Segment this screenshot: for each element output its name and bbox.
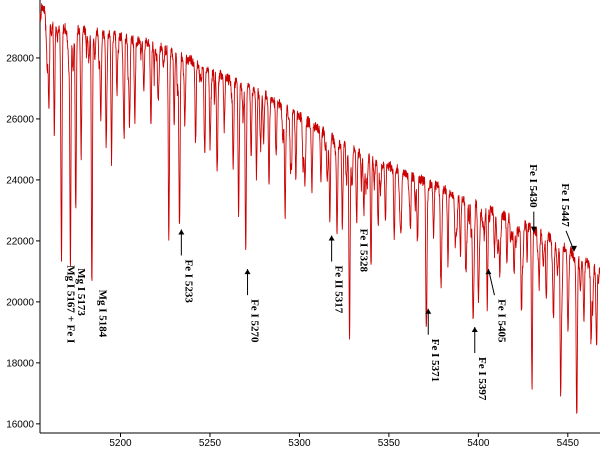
- annotation: Fe I 5233: [178, 229, 194, 303]
- arrowhead: [328, 235, 335, 241]
- annotation-label: Fe I 5397: [476, 357, 488, 401]
- x-ticks: 5200 5250 5300 5350 5400 5450: [109, 433, 579, 449]
- annotation-label: Fe II 5317: [333, 266, 345, 314]
- y-ticks: 16000 18000 20000 22000 24000 26000 28000: [6, 53, 40, 430]
- annotation-label: Fe I 5405: [495, 299, 507, 343]
- annotation-label: Fe I 5328: [358, 229, 370, 273]
- y-tick-label: 18000: [6, 358, 34, 369]
- y-tick-label: 16000: [6, 419, 34, 430]
- x-tick-label: 5300: [288, 438, 311, 449]
- annotation: Mg I 5167 + Fe I: [64, 265, 76, 343]
- y-tick-label: 26000: [6, 114, 34, 125]
- arrowhead: [571, 245, 578, 252]
- arrowhead: [178, 229, 185, 235]
- x-tick-label: 5400: [467, 438, 490, 449]
- y-tick-label: 22000: [6, 236, 34, 247]
- annotation: Mg I 5173: [75, 268, 87, 316]
- annotation-label: Fe I 5233: [182, 259, 194, 303]
- annotation-label: Fe I 5270: [249, 299, 261, 343]
- x-tick-label: 5450: [557, 438, 580, 449]
- annotation: Fe I 5371: [425, 308, 441, 382]
- annotation: Fe I 5270: [244, 269, 261, 343]
- arrowhead: [530, 226, 537, 233]
- annotation: Fe II 5317: [328, 235, 345, 314]
- annotation-label: Mg I 5173: [75, 268, 87, 316]
- y-tick-label: 28000: [6, 53, 34, 64]
- annotation: Fe I 5405: [485, 268, 507, 343]
- arrowhead: [485, 269, 492, 275]
- annotation: Fe I 5397: [471, 327, 488, 401]
- annotation: Fe I 5328: [358, 229, 370, 273]
- y-tick-label: 20000: [6, 297, 34, 308]
- x-tick-label: 5350: [378, 438, 401, 449]
- arrowhead: [425, 308, 432, 314]
- annotation: Fe I 5447: [559, 183, 578, 252]
- annotation-label: Mg I 5184: [96, 290, 108, 338]
- arrowhead: [471, 327, 478, 333]
- annotation: Fe I 5430: [527, 164, 539, 233]
- line-annotations: Mg I 5167 + Fe IMg I 5173 Mg I 5184 Fe I 5…: [64, 164, 578, 401]
- x-tick-label: 5200: [109, 438, 132, 449]
- axes: [39, 0, 600, 434]
- spectrum-line: [39, 3, 600, 414]
- annotation: Mg I 5184: [96, 290, 108, 338]
- y-tick-label: 24000: [6, 175, 34, 186]
- annotation-label: Fe I 5447: [559, 183, 571, 227]
- annotation-label: Mg I 5167 + Fe I: [64, 265, 76, 343]
- annotation-label: Fe I 5371: [429, 339, 441, 382]
- x-tick-label: 5250: [199, 438, 222, 449]
- annotation-label: Fe I 5430: [527, 164, 539, 208]
- arrowhead: [244, 269, 251, 275]
